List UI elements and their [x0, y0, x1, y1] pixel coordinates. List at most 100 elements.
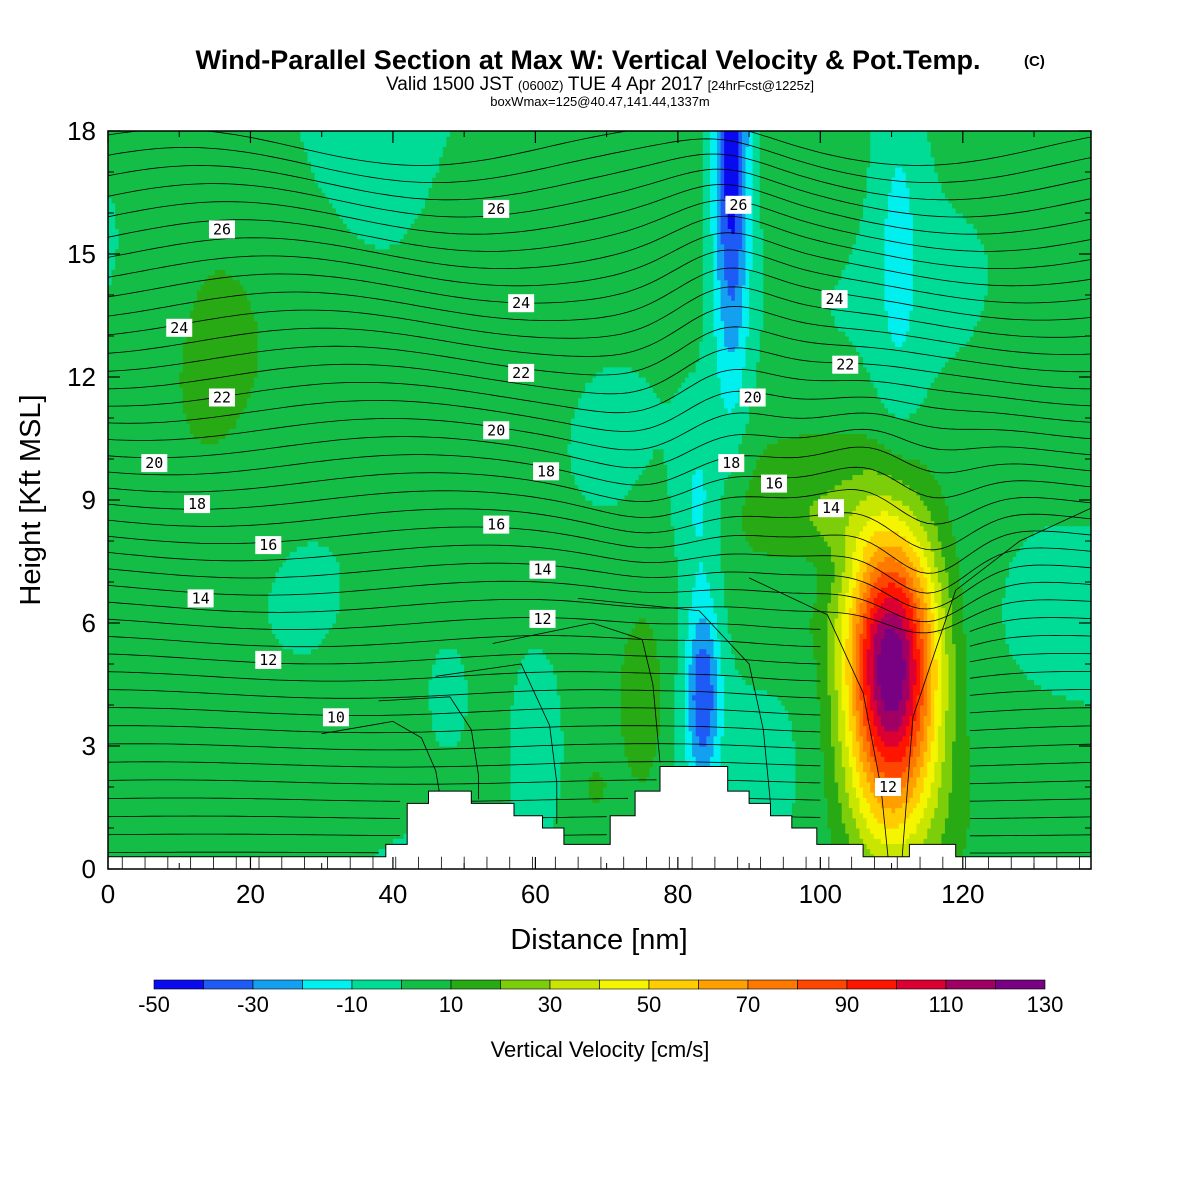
- w-cell: [410, 776, 415, 783]
- w-cell: [834, 781, 839, 788]
- w-cell: [592, 807, 597, 814]
- w-cell: [852, 792, 857, 798]
- w-cell: [118, 838, 123, 844]
- w-cell: [848, 833, 853, 839]
- w-cell: [980, 797, 985, 803]
- w-cell: [1019, 776, 1024, 783]
- w-cell: [1066, 833, 1071, 839]
- w-cell: [592, 776, 597, 783]
- w-cell: [1037, 807, 1042, 814]
- w-cell: [211, 828, 216, 834]
- w-cell: [129, 812, 134, 819]
- w-cell: [1087, 776, 1091, 783]
- w-cell: [122, 848, 127, 855]
- w-cell: [286, 807, 291, 814]
- w-cell: [360, 848, 366, 855]
- w-cell: [1026, 781, 1032, 788]
- w-cell: [506, 776, 512, 783]
- w-cell: [517, 781, 522, 788]
- w-cell: [392, 812, 398, 819]
- w-cell: [129, 848, 134, 855]
- w-cell: [827, 822, 832, 829]
- w-cell: [859, 812, 864, 819]
- w-cell: [912, 828, 918, 834]
- w-cell: [916, 797, 921, 803]
- w-cell: [221, 822, 227, 829]
- w-cell: [264, 807, 269, 814]
- w-cell: [823, 807, 829, 814]
- w-cell: [745, 776, 750, 783]
- w-cell: [635, 787, 640, 793]
- w-cell: [254, 843, 259, 850]
- w-cell: [1001, 781, 1007, 788]
- w-cell: [474, 781, 479, 788]
- w-cell: [816, 817, 821, 824]
- w-cell: [994, 787, 999, 793]
- w-cell: [179, 817, 184, 824]
- w-cell: [268, 817, 273, 824]
- w-cell: [140, 833, 145, 839]
- w-cell: [368, 807, 373, 814]
- w-cell: [239, 812, 244, 819]
- w-cell: [1034, 787, 1039, 793]
- w-cell: [257, 848, 262, 855]
- w-cell: [1058, 843, 1064, 850]
- w-cell: [841, 838, 846, 844]
- w-cell: [930, 833, 935, 839]
- w-cell: [229, 776, 234, 783]
- w-cell: [521, 792, 526, 798]
- w-cell: [193, 792, 198, 798]
- w-cell: [200, 828, 205, 834]
- w-cell: [973, 802, 978, 809]
- w-cell: [578, 838, 583, 844]
- w-cell: [140, 802, 145, 809]
- w-cell: [731, 787, 736, 793]
- w-cell: [129, 833, 134, 839]
- w-cell: [1080, 817, 1085, 824]
- w-cell: [909, 807, 914, 814]
- w-cell: [1055, 797, 1060, 803]
- w-cell: [257, 776, 262, 783]
- w-cell: [1055, 781, 1060, 788]
- w-cell: [1051, 787, 1056, 793]
- w-cell: [392, 807, 398, 814]
- w-cell: [592, 812, 597, 819]
- w-cell: [1066, 792, 1071, 798]
- w-cell: [250, 787, 255, 793]
- w-cell: [154, 792, 159, 798]
- w-cell: [1087, 781, 1091, 788]
- w-cell: [271, 792, 276, 798]
- w-cell: [574, 781, 579, 788]
- w-cell: [798, 817, 804, 824]
- w-cell: [855, 787, 861, 793]
- w-cell: [478, 792, 483, 798]
- w-cell: [350, 843, 355, 850]
- w-cell: [1058, 848, 1064, 855]
- w-cell: [125, 838, 130, 844]
- w-cell: [959, 817, 964, 824]
- w-cell: [286, 792, 291, 798]
- w-cell: [1083, 848, 1089, 855]
- w-cell: [150, 781, 155, 788]
- box-wmax-note: boxWmax=125@40.47,141.44,1337m: [490, 94, 710, 109]
- w-cell: [1044, 807, 1049, 814]
- w-cell: [1080, 797, 1085, 803]
- w-cell: [595, 822, 601, 829]
- w-cell: [197, 812, 202, 819]
- w-cell: [296, 807, 301, 814]
- w-cell: [246, 848, 252, 855]
- w-cell: [264, 833, 269, 839]
- w-cell: [364, 792, 369, 798]
- w-cell: [1080, 781, 1085, 788]
- w-cell: [125, 843, 130, 850]
- w-cell: [542, 822, 547, 829]
- w-cell: [1019, 817, 1024, 824]
- w-cell: [1066, 822, 1071, 829]
- w-cell: [275, 807, 280, 814]
- w-cell: [278, 833, 284, 839]
- w-cell: [378, 817, 383, 824]
- w-cell: [403, 807, 408, 814]
- w-cell: [581, 792, 586, 798]
- w-cell: [236, 792, 241, 798]
- w-cell: [496, 792, 501, 798]
